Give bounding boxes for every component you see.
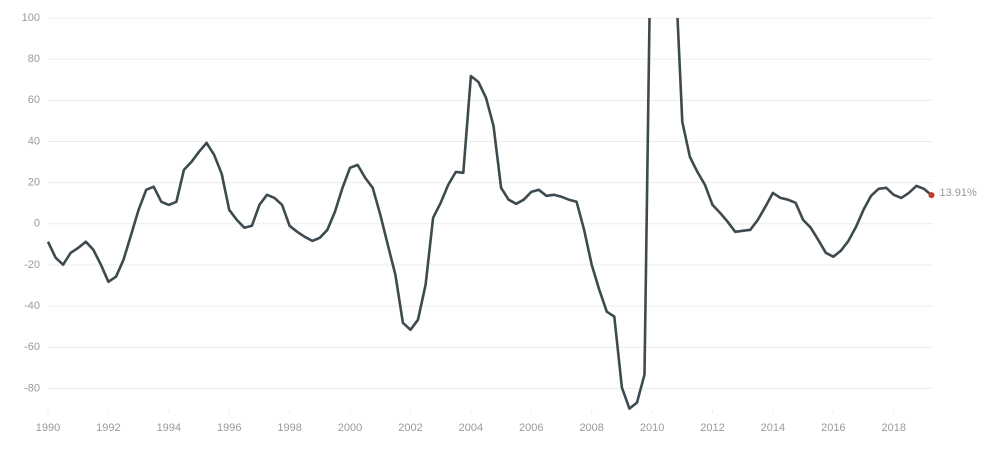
x-tick-label: 1998 xyxy=(277,422,301,434)
last-point xyxy=(928,192,935,199)
x-tick-label: 2012 xyxy=(700,422,724,434)
y-tick-label: 100 xyxy=(22,12,40,24)
y-tick-label: -20 xyxy=(24,259,40,271)
x-tick-label: 1992 xyxy=(96,422,120,434)
y-tick-label: 0 xyxy=(34,218,40,230)
x-tick-label: 2004 xyxy=(459,422,483,434)
x-tick-label: 2002 xyxy=(398,422,422,434)
x-tick-label: 2016 xyxy=(821,422,845,434)
y-tick-label: -60 xyxy=(24,341,40,353)
x-tick-label: 2008 xyxy=(579,422,603,434)
x-tick-label: 2006 xyxy=(519,422,543,434)
last-value-label: 13.91% xyxy=(939,187,977,199)
x-tick-label: 2010 xyxy=(640,422,664,434)
y-tick-label: 80 xyxy=(28,53,40,65)
x-tick-label: 2014 xyxy=(761,422,785,434)
y-tick-label: 40 xyxy=(28,135,40,147)
y-tick-label: 20 xyxy=(28,177,40,189)
y-tick-label: -80 xyxy=(24,382,40,394)
x-tick-label: 1996 xyxy=(217,422,241,434)
plot-area xyxy=(46,18,933,410)
x-tick-label: 2000 xyxy=(338,422,362,434)
x-tick-label: 2018 xyxy=(881,422,905,434)
line xyxy=(46,18,933,410)
x-tick-label: 1990 xyxy=(36,422,60,434)
y-tick-label: 60 xyxy=(28,94,40,106)
y-tick-label: -40 xyxy=(24,300,40,312)
x-tick-label: 1994 xyxy=(157,422,181,434)
